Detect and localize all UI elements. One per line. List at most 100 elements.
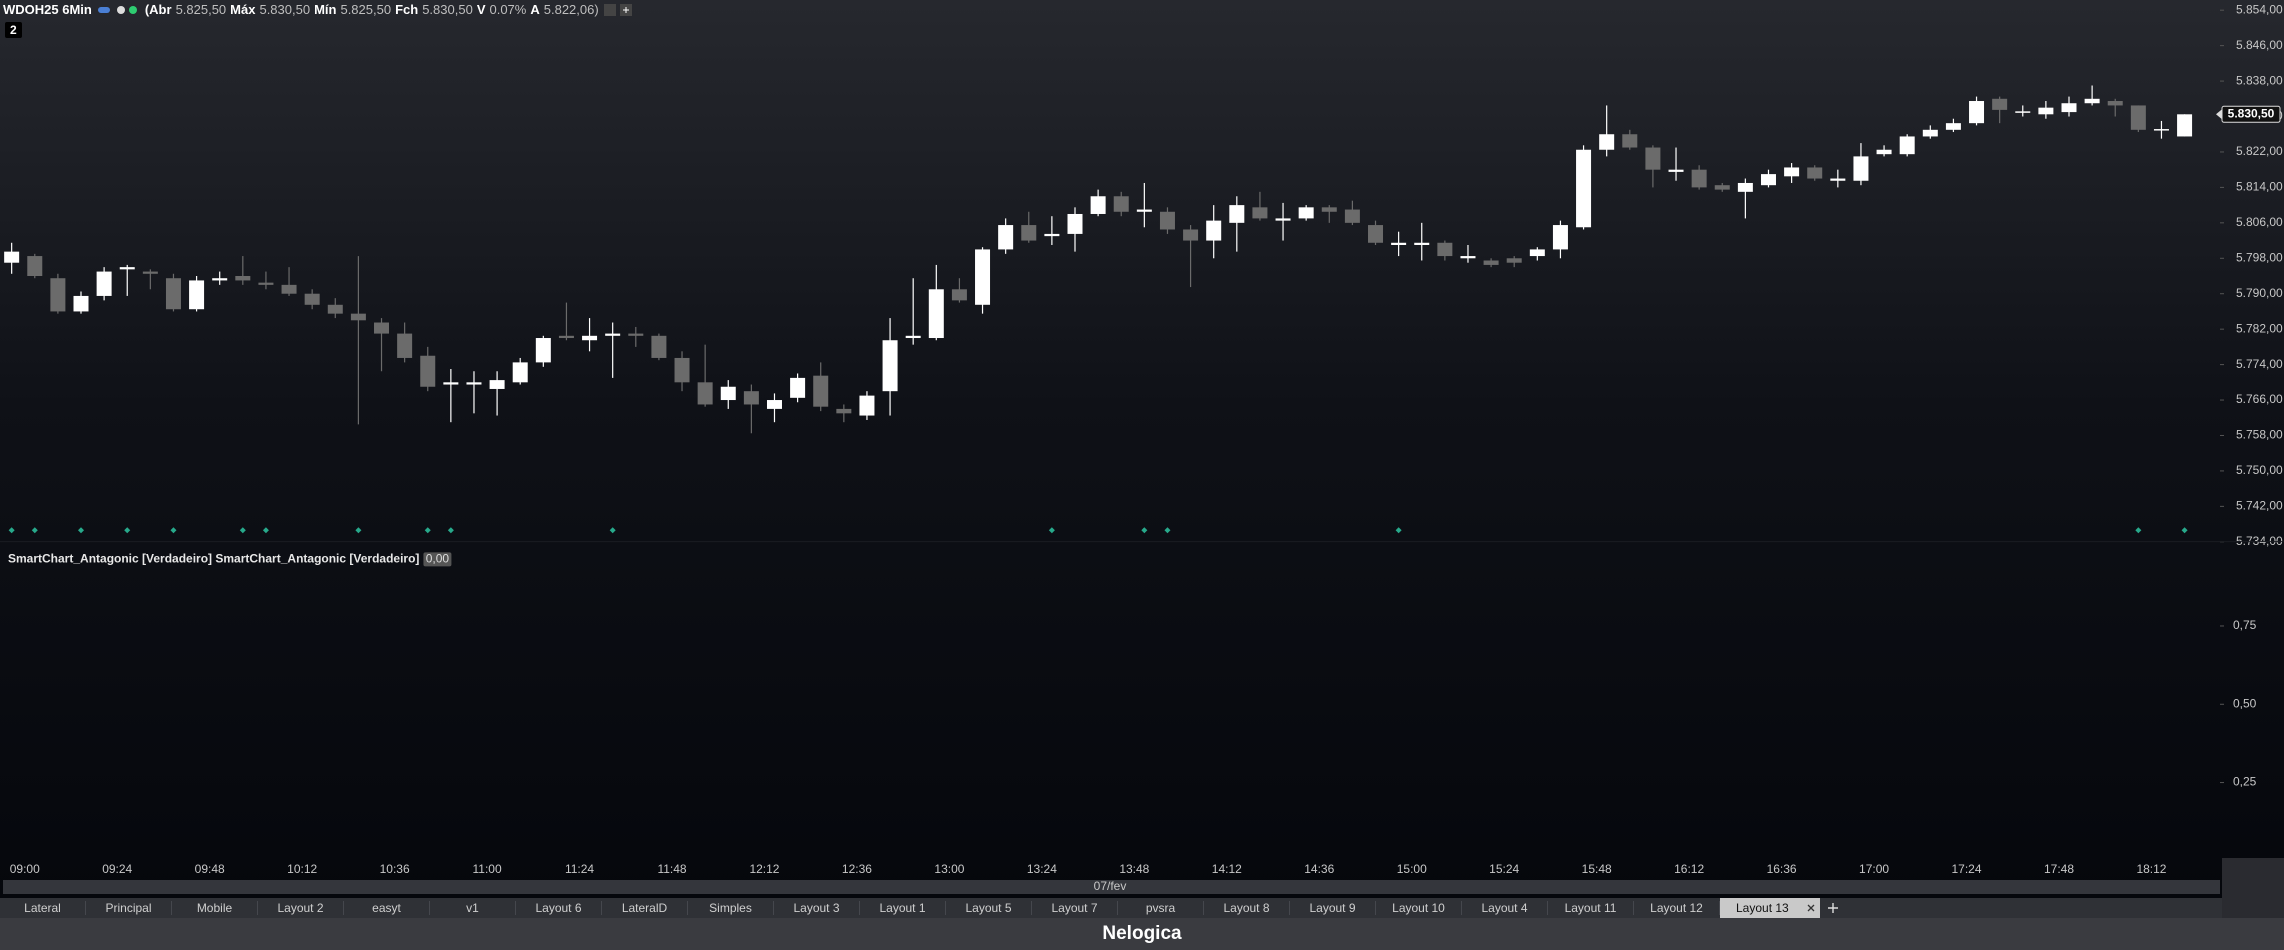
tab[interactable]: Layout 9: [1290, 901, 1376, 915]
signal-marker: [2135, 527, 2142, 534]
candle-body: [1760, 174, 1776, 186]
x-tick-label: 11:48: [657, 862, 686, 876]
stat-label: A: [530, 2, 540, 17]
indicator-badge: 0,00: [426, 552, 450, 566]
y-tick-label: 0,75: [2233, 618, 2257, 632]
stat-label: V: [476, 2, 486, 17]
candle-body: [928, 289, 944, 339]
candle-body: [558, 335, 574, 339]
stat-value: 5.822,06): [543, 2, 599, 17]
candle-body: [859, 395, 875, 416]
candle-body: [165, 278, 181, 310]
header: WDOH25 6Min (Abr 5.825,50 Máx 5.830,50 Mín 5.…: [3, 2, 634, 17]
candle-body: [605, 333, 621, 336]
candle-body: [281, 284, 297, 294]
candle-body: [27, 256, 43, 276]
tab[interactable]: Layout 1: [860, 901, 946, 915]
tab[interactable]: Layout 3: [774, 901, 860, 915]
y-tick-label: 5.766,00: [2236, 392, 2283, 406]
candle-body: [1021, 225, 1037, 241]
stat-value: 5.830,50: [259, 2, 311, 17]
tab[interactable]: Lateral: [0, 901, 86, 915]
x-tick-label: 17:48: [2044, 862, 2074, 876]
tab[interactable]: LateralD: [602, 901, 688, 915]
signal-marker: [1395, 527, 1402, 534]
candle-body: [235, 276, 251, 281]
tab[interactable]: Mobile: [172, 901, 258, 915]
tab[interactable]: Layout 2: [258, 901, 344, 915]
tab[interactable]: Layout 5: [946, 901, 1032, 915]
candle-body: [304, 293, 320, 305]
candle-body: [397, 333, 413, 358]
candle-body: [1252, 207, 1268, 219]
footer-brand: Nelogica: [0, 918, 2284, 950]
candle-body: [1183, 229, 1199, 241]
candle-body: [1368, 225, 1384, 243]
candle-body: [1645, 147, 1661, 170]
tab-close[interactable]: [1806, 903, 1816, 913]
candle-body: [119, 267, 135, 270]
signal-marker: [124, 527, 131, 534]
x-tick-label: 11:24: [565, 862, 594, 876]
candle-body: [1668, 169, 1684, 172]
tab[interactable]: Layout 11: [1548, 901, 1634, 915]
x-tick-label: 15:24: [1489, 862, 1519, 876]
signal-marker: [239, 527, 246, 534]
tab[interactable]: Layout 10: [1376, 901, 1462, 915]
stat-value: 0.07%: [489, 2, 527, 17]
date-label: 07/fev: [1094, 879, 1127, 893]
candle-body: [720, 386, 736, 401]
candle-body: [1899, 136, 1915, 155]
tab[interactable]: Principal: [86, 901, 172, 915]
x-tick-label: 09:48: [195, 862, 225, 876]
tab[interactable]: Layout 13: [1720, 898, 1820, 918]
candle-body: [905, 335, 921, 339]
x-tick-label: 16:36: [1767, 862, 1797, 876]
tools[interactable]: [603, 3, 634, 17]
candle-body: [1599, 134, 1615, 150]
candle-body: [1714, 185, 1730, 190]
candle-body: [374, 322, 390, 334]
candle-body: [743, 391, 759, 405]
candle-body: [1437, 242, 1453, 257]
candle-body: [1113, 196, 1129, 212]
candle-body: [1298, 207, 1314, 219]
candle-body: [535, 338, 551, 363]
candle-body: [1622, 134, 1638, 148]
y-tick-label: 5.734,00: [2236, 534, 2283, 548]
y-tick-label: 5.846,00: [2236, 38, 2283, 52]
candle-body: [1691, 169, 1707, 188]
tab[interactable]: Layout 12: [1634, 901, 1720, 915]
candle-body: [1830, 178, 1846, 181]
stat-label: Máx: [230, 2, 256, 17]
tab[interactable]: easyt: [344, 901, 430, 915]
tab[interactable]: Layout 8: [1204, 901, 1290, 915]
candle-body: [836, 408, 852, 414]
tab[interactable]: v1: [430, 901, 516, 915]
candle-body: [1229, 205, 1245, 223]
add-tab[interactable]: [1826, 901, 1840, 915]
tab[interactable]: Layout 6: [516, 901, 602, 915]
tab[interactable]: Simples: [688, 901, 774, 915]
last-price-label: 5.830,50: [2228, 106, 2275, 120]
candle-body: [1159, 211, 1175, 230]
stat-value: 5.825,50: [340, 2, 392, 17]
candle-body: [1044, 233, 1060, 237]
indicator-title: SmartChart_Antagonic [Verdadeiro] SmartC…: [8, 552, 419, 566]
candle-body: [1969, 101, 1985, 124]
tab[interactable]: Layout 4: [1462, 901, 1548, 915]
candle-body: [1922, 129, 1938, 137]
candle-body: [1414, 242, 1430, 245]
x-tick-label: 18:12: [2136, 862, 2166, 876]
candle-body: [327, 304, 343, 314]
x-tick-label: 17:24: [1952, 862, 1982, 876]
candle-body: [1067, 213, 1083, 234]
candle-body: [1460, 256, 1476, 259]
icon: [97, 6, 110, 13]
candle-body: [512, 362, 528, 383]
candle-body: [1529, 249, 1545, 257]
candle-body: [697, 382, 713, 405]
tab[interactable]: Layout 7: [1032, 901, 1118, 915]
tab[interactable]: pvsra: [1118, 901, 1204, 915]
signal-marker: [31, 527, 38, 534]
